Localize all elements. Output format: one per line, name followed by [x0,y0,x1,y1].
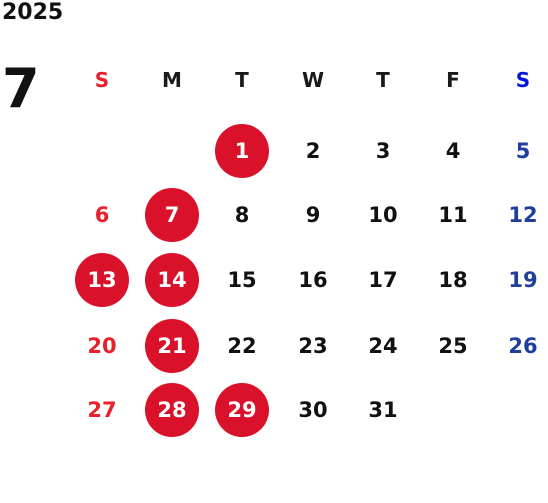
calendar-day[interactable]: 5 [515,139,531,163]
calendar-day[interactable]: 29 [215,383,269,437]
calendar-week: 20 21 22 23 24 25 26 [0,319,548,373]
weekday-sunday: S [94,68,110,92]
calendar-day[interactable]: 28 [145,383,199,437]
weekday-wednesday: W [301,68,325,92]
calendar-day[interactable]: 14 [145,253,199,307]
calendar-day[interactable]: 15 [227,268,257,292]
calendar-day[interactable]: 16 [298,268,328,292]
calendar-week: 27 28 29 30 31 [0,383,548,437]
calendar-day[interactable]: 4 [445,139,461,163]
calendar-day[interactable]: 26 [508,334,538,358]
calendar-day[interactable]: 8 [234,203,250,227]
calendar-day[interactable]: 23 [298,334,328,358]
calendar-day[interactable]: 25 [438,334,468,358]
calendar-week: 6 7 8 9 10 11 12 [0,188,548,242]
calendar-week: 13 14 15 16 17 18 19 [0,253,548,307]
calendar-year: 2025 [2,0,64,25]
calendar-day[interactable]: 10 [368,203,398,227]
calendar-day[interactable]: 7 [145,188,199,242]
calendar-day[interactable]: 31 [368,398,398,422]
calendar-day[interactable]: 12 [508,203,538,227]
calendar-day[interactable]: 30 [298,398,328,422]
weekday-thursday: T [376,68,390,92]
calendar-day[interactable]: 24 [368,334,398,358]
calendar-day[interactable]: 2 [305,139,321,163]
calendar-month: 7 [2,57,40,120]
calendar-day[interactable]: 1 [215,124,269,178]
calendar-day[interactable]: 27 [87,398,117,422]
calendar-day[interactable]: 13 [75,253,129,307]
calendar-day[interactable]: 9 [305,203,321,227]
calendar-day[interactable]: 17 [368,268,398,292]
calendar-week: 1 2 3 4 5 [0,124,548,178]
calendar-day[interactable]: 18 [438,268,468,292]
weekday-header: S M T W T F S [0,68,548,92]
calendar-day[interactable]: 21 [145,319,199,373]
weekday-tuesday: T [235,68,249,92]
weekday-monday: M [162,68,182,92]
weekday-friday: F [446,68,460,92]
calendar-day[interactable]: 6 [94,203,110,227]
calendar-day[interactable]: 22 [227,334,257,358]
calendar-day[interactable]: 19 [508,268,538,292]
calendar-day[interactable]: 3 [375,139,391,163]
calendar-day[interactable]: 20 [87,334,117,358]
weekday-saturday: S [515,68,531,92]
calendar-day[interactable]: 11 [438,203,468,227]
